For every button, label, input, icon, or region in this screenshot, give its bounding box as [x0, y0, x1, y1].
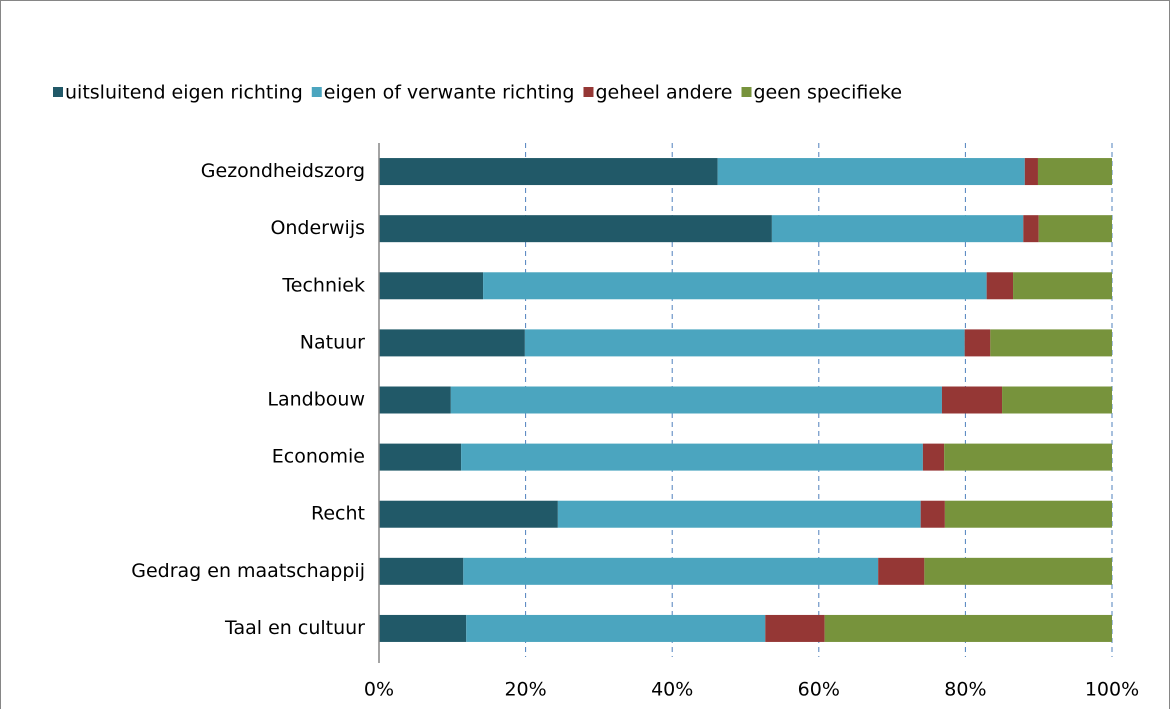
- bar: [717, 158, 1025, 186]
- bar: [924, 557, 1112, 585]
- bar: [450, 386, 942, 414]
- bar: [878, 557, 925, 585]
- y-tick-label: Gedrag en maatschappij: [131, 560, 365, 582]
- bar: [1037, 158, 1112, 186]
- bar: [379, 158, 718, 186]
- bar: [920, 500, 945, 528]
- bar: [944, 500, 1112, 528]
- bar: [922, 443, 945, 471]
- bar: [524, 329, 965, 357]
- bar: [379, 500, 558, 528]
- x-tick-label: 100%: [1085, 679, 1139, 701]
- y-tick-label: Landbouw: [267, 389, 365, 411]
- legend-swatch: [53, 87, 63, 97]
- legend-label: geheel andere: [595, 82, 732, 104]
- bar: [771, 215, 1024, 243]
- bar: [1024, 158, 1038, 186]
- bar: [463, 557, 879, 585]
- legend-swatch: [741, 87, 752, 97]
- bar: [379, 614, 467, 642]
- bar: [461, 443, 923, 471]
- bar: [379, 443, 462, 471]
- legend-swatch: [583, 87, 594, 97]
- bar: [466, 614, 766, 642]
- legend-label: eigen of verwante richting: [324, 82, 575, 104]
- bar: [1002, 386, 1112, 414]
- y-tick-label: Gezondheidszorg: [201, 160, 365, 182]
- x-tick-label: 0%: [364, 679, 394, 701]
- y-tick-label: Taal en cultuur: [224, 617, 365, 639]
- bar: [483, 272, 987, 300]
- x-tick-label: 40%: [651, 679, 693, 701]
- bar: [986, 272, 1014, 300]
- bar: [765, 614, 825, 642]
- legend-swatch: [311, 87, 322, 97]
- bar: [379, 272, 484, 300]
- bar: [379, 329, 525, 357]
- x-tick-label: 20%: [504, 679, 546, 701]
- y-tick-label: Economie: [272, 446, 365, 468]
- bar: [990, 329, 1112, 357]
- bar: [1013, 272, 1112, 300]
- bar: [379, 557, 464, 585]
- bar: [1023, 215, 1039, 243]
- x-tick-label: 60%: [798, 679, 840, 701]
- legend-label: uitsluitend eigen richting: [65, 82, 303, 104]
- bar: [944, 443, 1112, 471]
- x-tick-label: 80%: [944, 679, 986, 701]
- y-tick-label: Natuur: [300, 331, 365, 353]
- y-tick-label: Recht: [311, 503, 365, 525]
- bar: [941, 386, 1003, 414]
- bar: [964, 329, 991, 357]
- bar: [379, 386, 451, 414]
- bar: [557, 500, 921, 528]
- y-tick-label: Techniek: [281, 274, 365, 296]
- bar: [824, 614, 1112, 642]
- y-tick-label: Onderwijs: [270, 217, 365, 239]
- legend-label: geen specifieke: [754, 82, 903, 104]
- bar: [379, 215, 772, 243]
- bar: [1038, 215, 1112, 243]
